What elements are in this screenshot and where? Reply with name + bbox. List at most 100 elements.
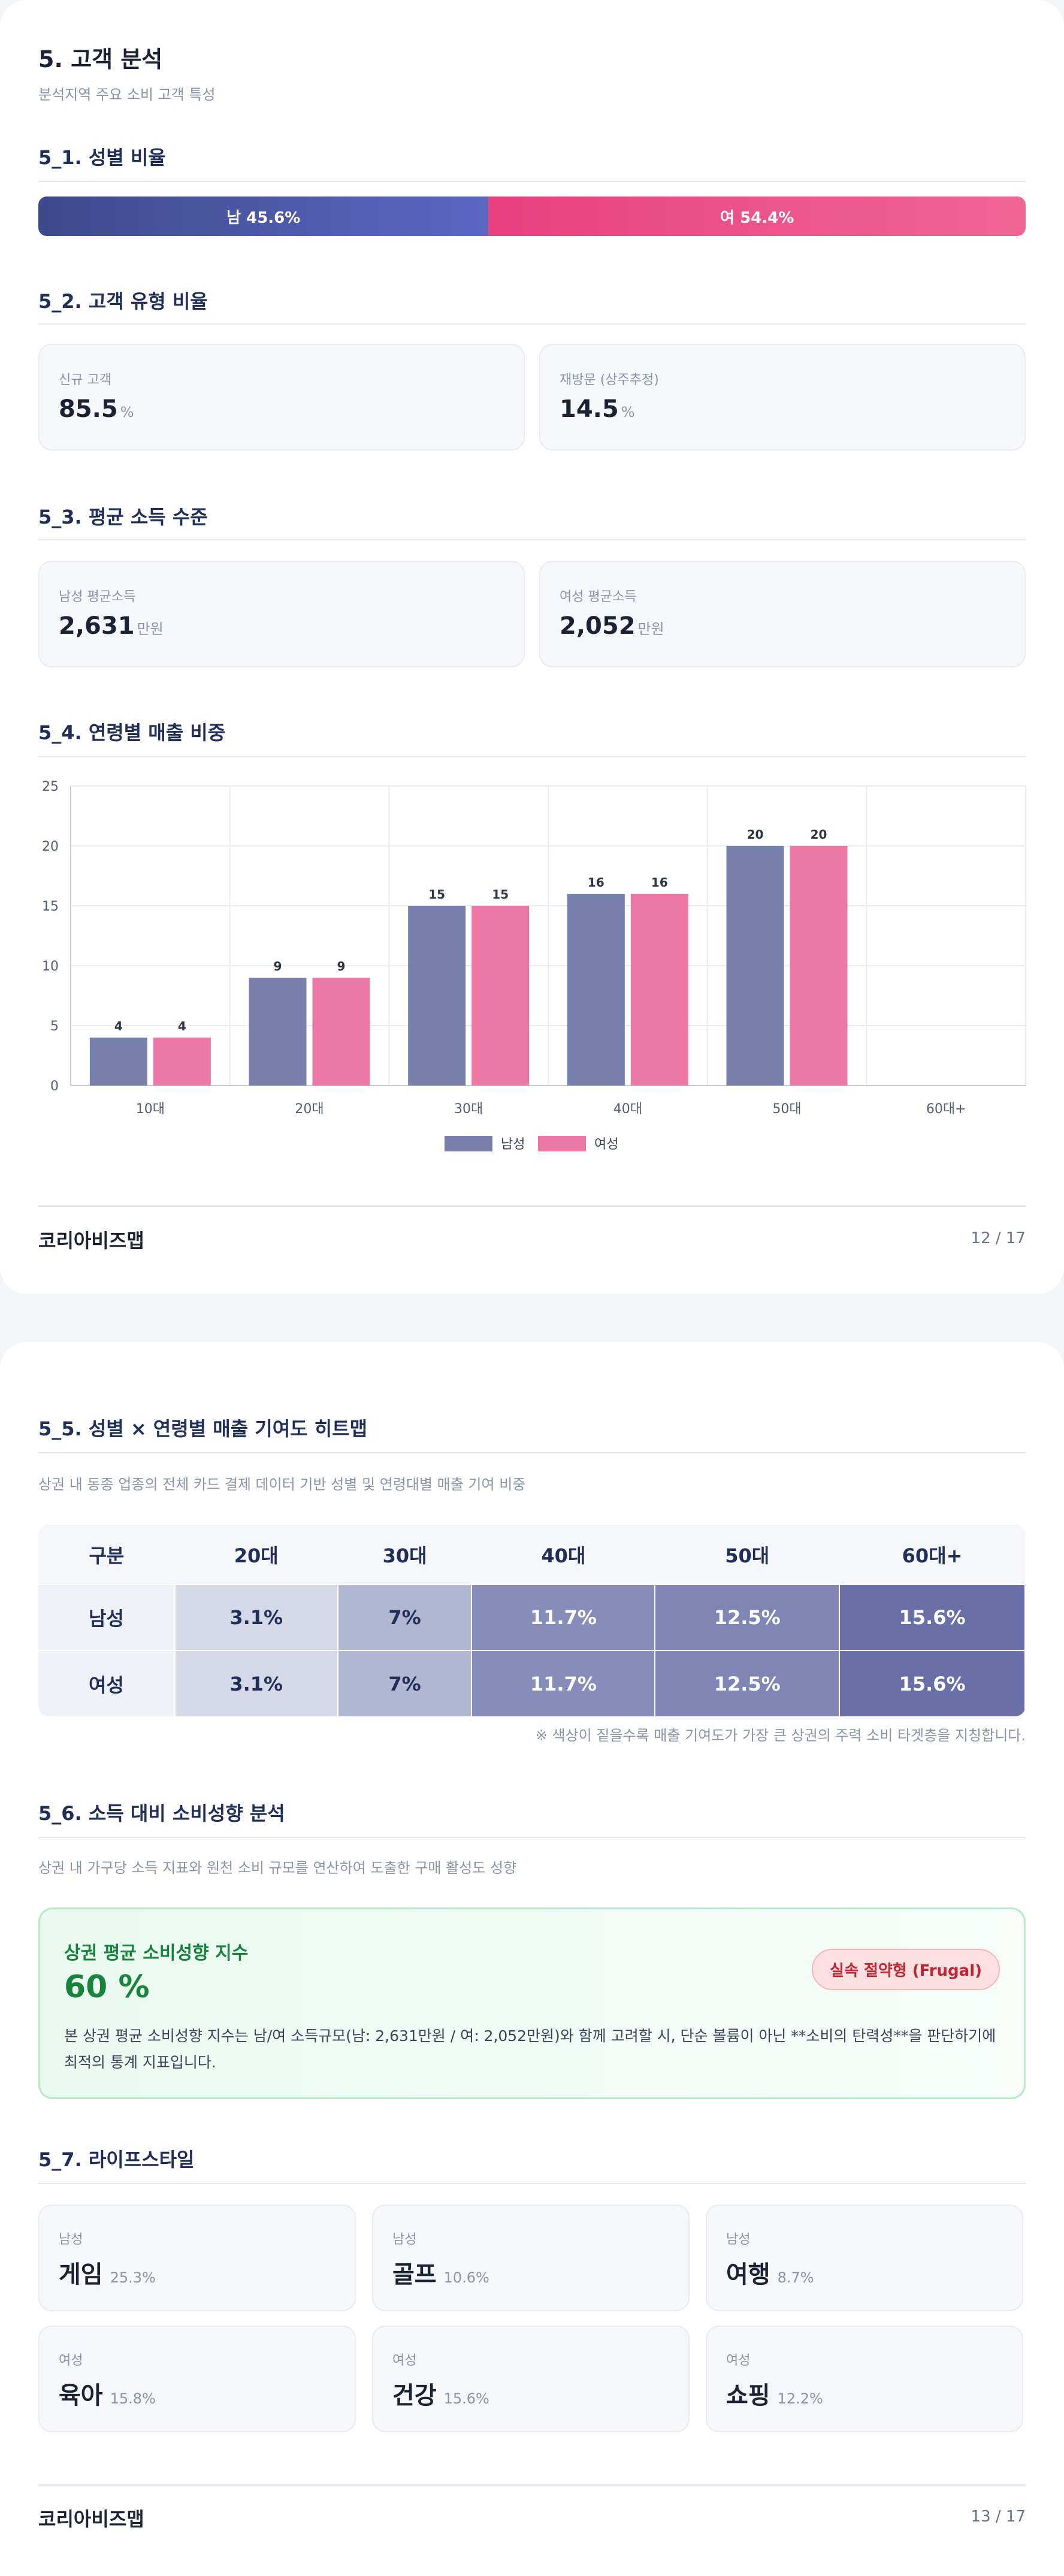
lifestyle-gender: 남성 — [59, 2232, 83, 2247]
lifestyle-card: 남성 골프 10.6% — [372, 2205, 690, 2311]
lifestyle-category: 쇼핑 12.2% — [726, 2382, 823, 2409]
section-title-lifestyle: 5_7. 라이프스타일 — [38, 2148, 195, 2171]
card-value: 2,631 만원 — [59, 612, 164, 640]
x-tick-label: 50대 — [772, 1102, 801, 1117]
page-title: 5. 고객 분석 — [38, 46, 163, 72]
card-label: 신규 고객 — [59, 373, 111, 388]
card-female-income: 여성 평균소득 2,052 만원 — [539, 561, 1026, 667]
lifestyle-card: 남성 게임 25.3% — [38, 2205, 356, 2311]
data-label: 20 — [747, 827, 764, 842]
heatmap-header-cell: 20대 — [174, 1525, 338, 1585]
card-returning-customer: 재방문 (상주추정) 14.5% — [539, 344, 1026, 451]
bar-male — [408, 906, 466, 1086]
data-label: 4 — [178, 1019, 186, 1033]
heatmap-note: ※ 색상이 짙을수록 매출 기여도가 가장 큰 상권의 주력 소비 타겟층을 지… — [535, 1727, 1026, 1744]
data-label: 20 — [811, 827, 827, 842]
section-title-age-sales: 5_4. 연령별 매출 비중 — [38, 721, 226, 744]
data-label: 15 — [428, 887, 445, 902]
section-divider — [38, 181, 1026, 182]
legend-swatch — [445, 1136, 492, 1151]
gender-bar-female: 여 54.4% — [488, 196, 1026, 236]
y-tick-label: 20 — [42, 839, 59, 854]
bar-female — [790, 846, 848, 1086]
y-tick-label: 15 — [42, 899, 59, 914]
page-number: 13 / 17 — [971, 2508, 1026, 2526]
spending-index-box: 상권 평균 소비성향 지수 60 % 실속 절약형 (Frugal) 본 상권 … — [38, 1907, 1026, 2099]
heatmap-subtitle: 상권 내 동종 업종의 전체 카드 결제 데이터 기반 성별 및 연령대별 매출… — [38, 1476, 526, 1493]
card-label: 여성 평균소득 — [560, 589, 637, 604]
lifestyle-category: 여행 8.7% — [726, 2261, 814, 2288]
x-tick-label: 30대 — [454, 1102, 483, 1117]
section-divider — [38, 756, 1026, 757]
card-value: 85.5% — [59, 395, 134, 423]
data-label: 16 — [588, 875, 604, 890]
bar-female — [630, 894, 688, 1086]
gender-age-heatmap: 구분 20대 30대 40대 50대 60대+ 남성 3.1% 7% 11.7% 12.… — [38, 1525, 1026, 1716]
lifestyle-percent: 15.8% — [110, 2390, 156, 2407]
lifestyle-gender: 남성 — [392, 2232, 417, 2247]
section-title-spending: 5_6. 소득 대비 소비성향 분석 — [38, 1802, 285, 1825]
heatmap-cell: 3.1% — [174, 1584, 338, 1650]
data-label: 9 — [337, 959, 346, 973]
data-label: 9 — [274, 959, 282, 973]
footer-brand: 코리아비즈맵 — [38, 1229, 144, 1252]
data-label: 16 — [651, 875, 668, 890]
heatmap-header-row: 구분 20대 30대 40대 50대 60대+ — [38, 1525, 1025, 1585]
heatmap-cell: 7% — [337, 1650, 473, 1716]
footer-brand: 코리아비즈맵 — [38, 2508, 144, 2530]
card-new-customer: 신규 고객 85.5% — [38, 344, 525, 451]
data-label: 15 — [492, 887, 509, 902]
x-tick-label: 20대 — [295, 1102, 324, 1117]
heatmap-cell: 12.5% — [655, 1584, 841, 1650]
section-title-heatmap: 5_5. 성별 × 연령별 매출 기여도 히트맵 — [38, 1417, 368, 1440]
section-title-income: 5_3. 평균 소득 수준 — [38, 506, 208, 528]
footer-divider — [38, 1205, 1026, 1207]
bar-male — [726, 846, 784, 1086]
lifestyle-gender: 남성 — [726, 2232, 751, 2247]
spending-index-value: 60 % — [64, 1969, 150, 2005]
heatmap-row: 여성 3.1% 7% 11.7% 12.5% 15.6% — [38, 1650, 1026, 1716]
heatmap-header-cell: 40대 — [471, 1525, 655, 1585]
bar-male — [249, 978, 307, 1086]
heatmap-cell: 11.7% — [471, 1650, 656, 1716]
heatmap-row-label: 여성 — [38, 1650, 176, 1716]
card-value: 2,052 만원 — [560, 612, 664, 640]
heatmap-cell: 15.6% — [839, 1650, 1026, 1716]
lifestyle-card: 여성 쇼핑 12.2% — [706, 2326, 1023, 2432]
bar-female — [153, 1038, 211, 1086]
section-divider — [38, 2183, 1026, 2184]
heatmap-cell: 12.5% — [655, 1650, 841, 1716]
report-page-13: 5_5. 성별 × 연령별 매출 기여도 히트맵 상권 내 동종 업종의 전체 … — [0, 1342, 1064, 2576]
lifestyle-category: 건강 15.6% — [392, 2382, 489, 2409]
bar-female — [312, 978, 370, 1086]
section-divider — [38, 1837, 1026, 1838]
lifestyle-percent: 15.6% — [443, 2390, 489, 2407]
legend-swatch — [538, 1136, 586, 1151]
legend-label: 남성 — [501, 1137, 525, 1152]
data-label: 4 — [114, 1019, 123, 1033]
lifestyle-gender: 여성 — [392, 2353, 417, 2368]
x-tick-label: 10대 — [136, 1102, 165, 1117]
heatmap-header-cell: 구분 — [38, 1525, 175, 1585]
lifestyle-percent: 25.3% — [110, 2269, 156, 2286]
page-number: 12 / 17 — [971, 1229, 1026, 1247]
y-tick-label: 0 — [50, 1079, 59, 1094]
heatmap-header-cell: 50대 — [655, 1525, 840, 1585]
section-divider — [38, 323, 1026, 325]
lifestyle-category: 육아 15.8% — [59, 2382, 156, 2409]
card-label: 재방문 (상주추정) — [560, 373, 659, 388]
card-value: 14.5% — [560, 395, 635, 423]
page-subtitle: 분석지역 주요 소비 고객 특성 — [38, 86, 216, 103]
section-divider — [38, 1452, 1026, 1453]
section-title-gender-ratio: 5_1. 성별 비율 — [38, 146, 166, 169]
card-label: 남성 평균소득 — [59, 589, 136, 604]
x-tick-label: 40대 — [613, 1102, 642, 1117]
spending-subtitle: 상권 내 가구당 소득 지표와 원천 소비 규모를 연산하여 도출한 구매 활성… — [38, 1860, 517, 1876]
section-divider — [38, 539, 1026, 540]
x-tick-label: 60대+ — [926, 1102, 966, 1117]
lifestyle-gender: 여성 — [59, 2353, 83, 2368]
gender-bar-male: 남 45.6% — [38, 196, 489, 236]
card-male-income: 남성 평균소득 2,631 만원 — [38, 561, 525, 667]
